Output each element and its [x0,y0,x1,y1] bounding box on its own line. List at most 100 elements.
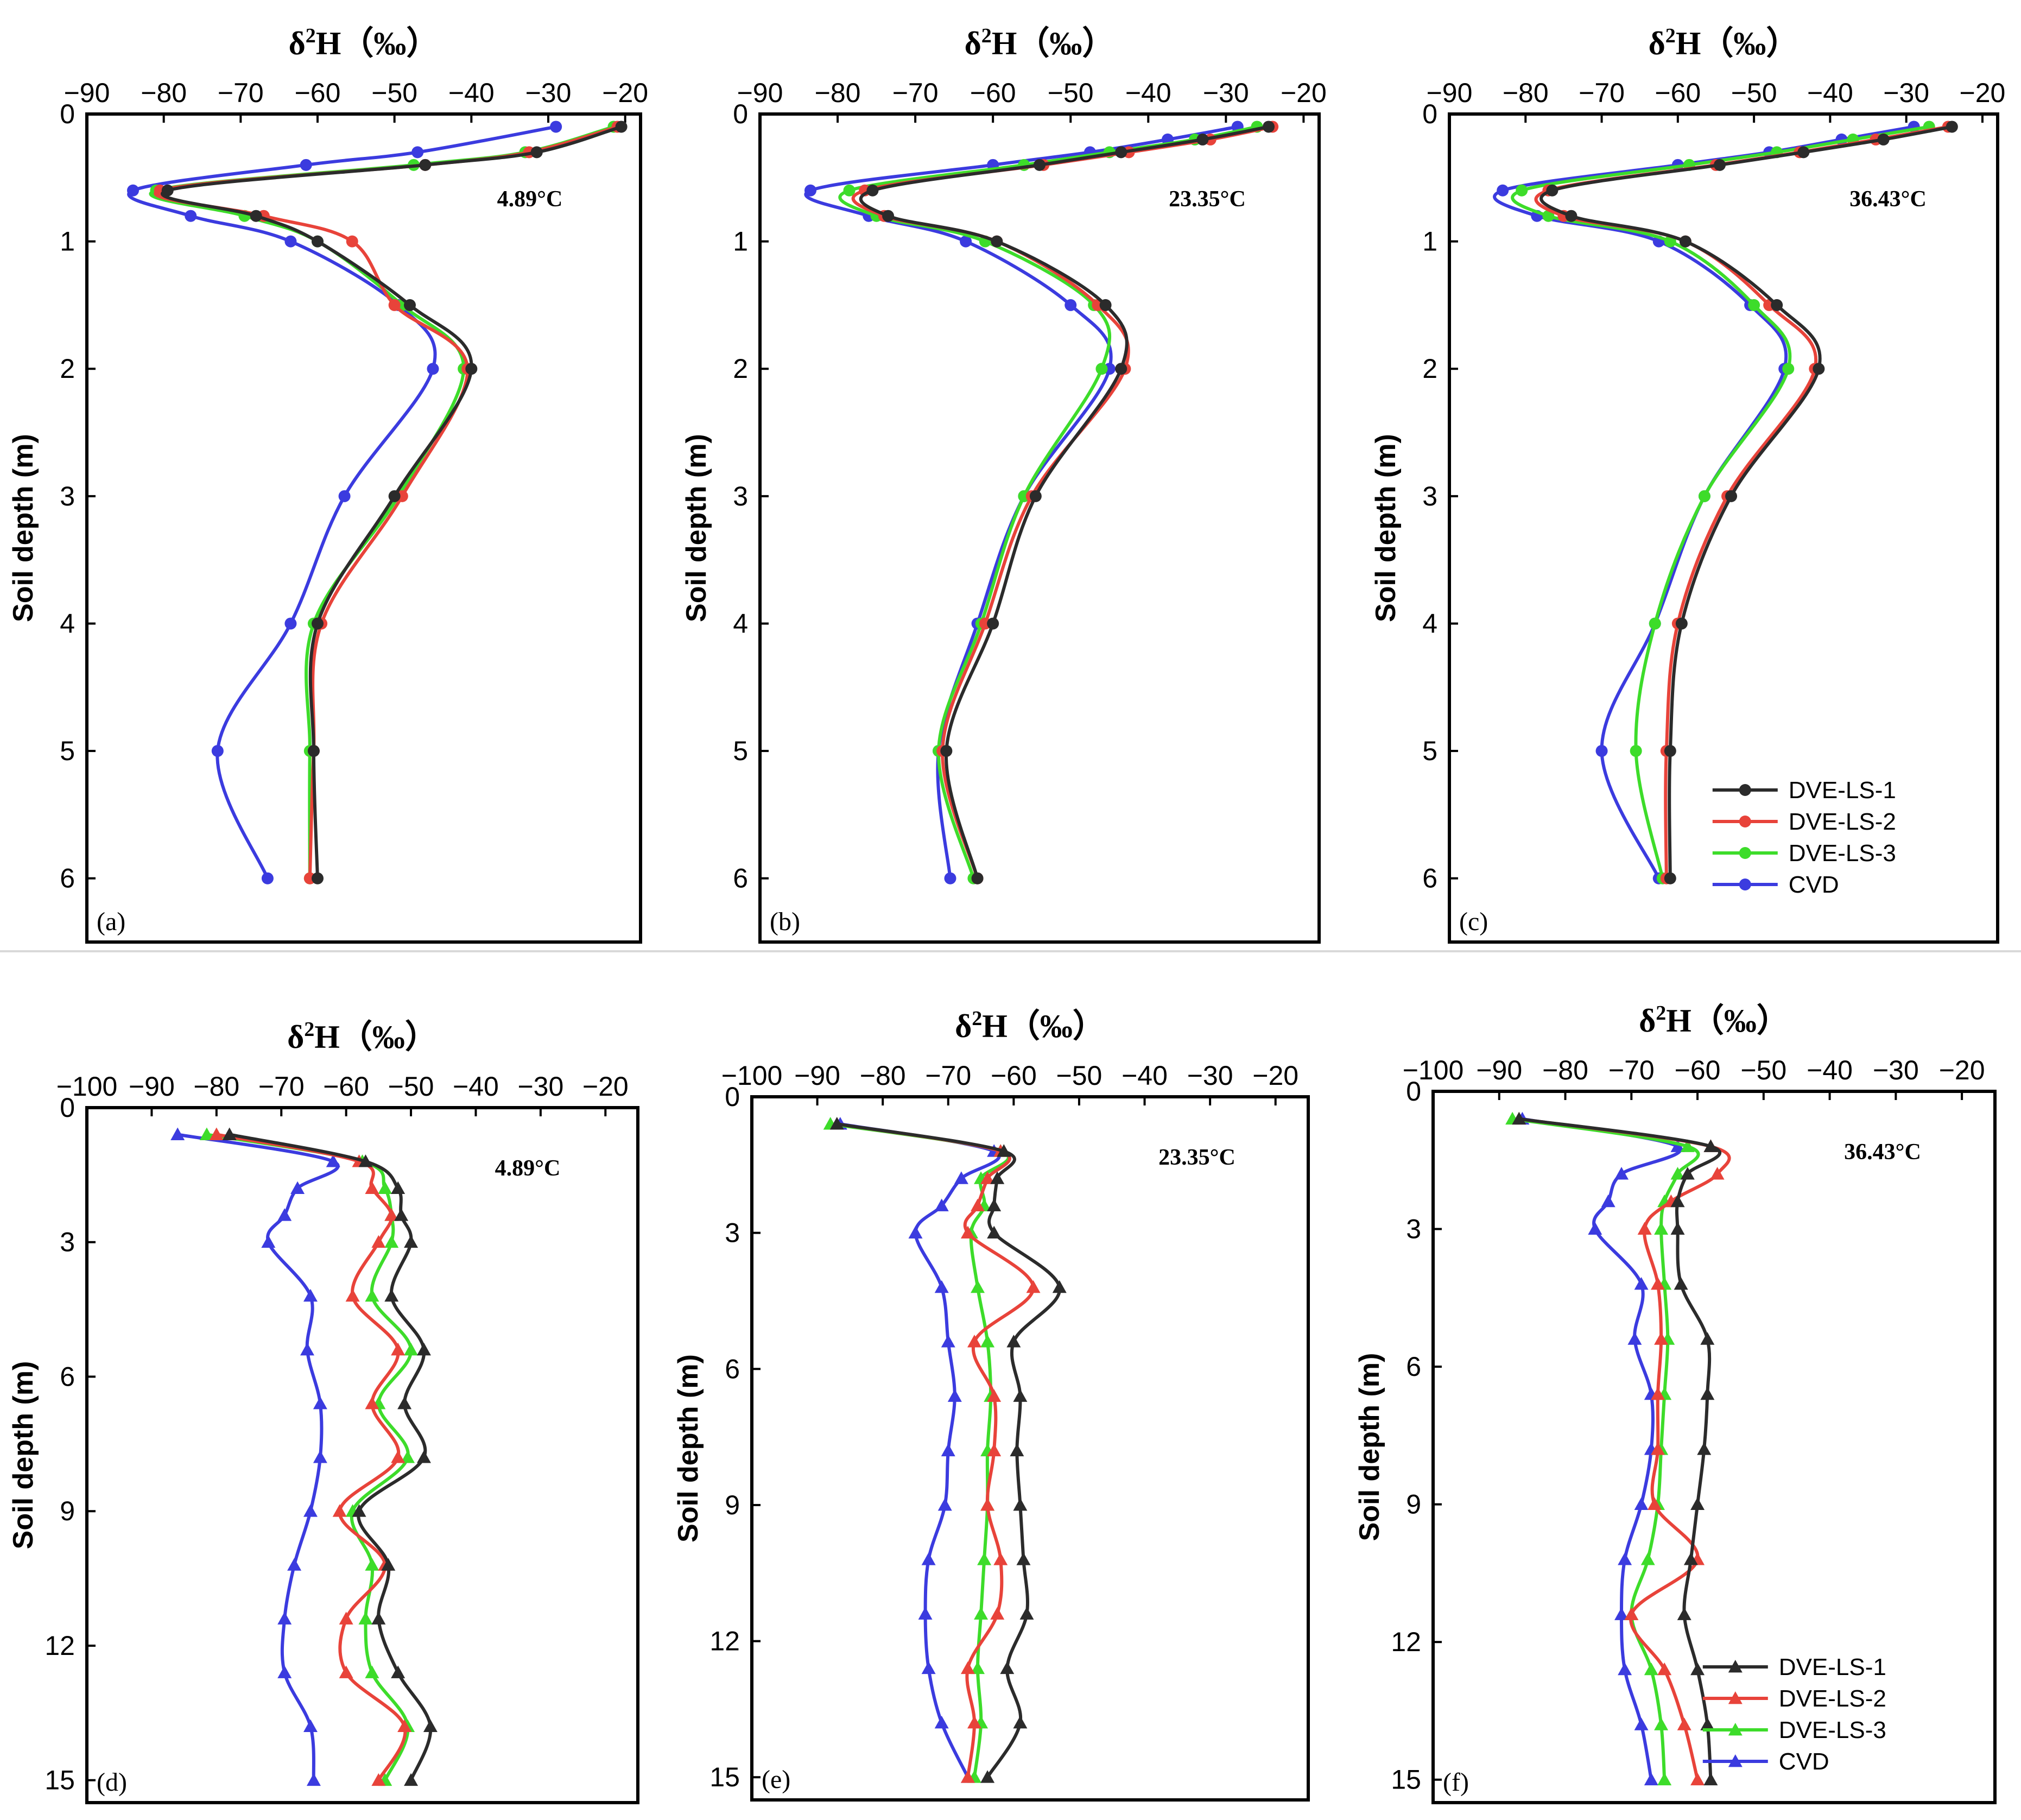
data-point [1618,1552,1632,1565]
data-point [960,1225,975,1239]
y-tick-label: 4 [1422,608,1437,639]
series-line [838,125,1258,879]
data-point [465,363,478,375]
data-point [934,1280,949,1293]
y-tick-label: 15 [709,1762,740,1792]
panel-f: −100 −90 −80 −70 −60 −50 −40 −30 −20 0 3 6 9 12 15 δ2H（… [1354,1002,1997,1804]
data-point [1674,1276,1688,1290]
panel-label: (c) [1459,907,1488,936]
data-point [941,1335,955,1348]
data-point [1614,1607,1629,1620]
data-point [1588,1222,1602,1235]
x-tick-label: −60 [295,78,341,108]
temperature-label: 4.89°C [497,187,563,212]
series-line [840,1122,1001,1778]
x-axis-title: δ2H（‰） [1639,1002,1789,1039]
panel-a: −90 −80 −70 −60 −50 −40 −30 −20 0 1 2 3 4 5 6 δ2H（‰） Soi… [8,24,648,944]
data-point [1263,121,1275,133]
y-axis-title: Soil depth (m) [8,434,39,622]
series-dve-ls-2 [1512,1111,1731,1786]
data-point [303,1719,318,1733]
data-point [843,184,856,197]
data-point [1644,1772,1658,1786]
series-line [851,125,1273,879]
legend-entry: DVE-LS-2 [1789,808,1896,835]
data-point [974,1607,989,1620]
legend: DVE-LS-1 DVE-LS-2 DVE-LS-3 CVD [1712,777,1896,898]
legend-entry: DVE-LS-1 [1779,1654,1886,1680]
legend-entry: DVE-LS-2 [1779,1685,1886,1712]
x-tick-label: −50 [371,78,417,108]
panel-label: (b) [770,907,800,936]
data-point [378,1181,392,1195]
x-tick-label: −20 [582,1071,629,1102]
y-tick-label: 9 [60,1496,75,1526]
x-tick-label: −60 [970,78,1016,108]
data-point [971,1661,985,1674]
y-tick-label: 4 [60,608,75,639]
data-point [1813,363,1825,375]
data-point [423,1719,438,1733]
y-tick-label: 9 [1406,1489,1421,1520]
data-point [1771,299,1783,311]
panel-e: −100 −90 −80 −70 −60 −50 −40 −30 −20 0 3 6 9 12 15 δ2H（… [673,1007,1310,1802]
data-point [1651,1442,1665,1455]
data-point [1065,299,1077,311]
data-point [1677,1607,1691,1620]
series-cvd [833,1117,1002,1783]
data-point [882,210,895,222]
data-point [1703,1772,1718,1786]
panel-label: (a) [97,907,125,936]
x-tick-label: −90 [1427,78,1473,108]
x-tick-label: −40 [1807,1055,1853,1085]
y-tick-label: 6 [60,1361,75,1392]
data-point [967,1715,981,1729]
data-point [1690,1772,1705,1786]
temperature-label: 36.43°C [1849,187,1927,212]
x-tick-label: −20 [1960,78,2006,108]
data-point [384,1288,399,1302]
x-tick-label: −80 [1503,78,1549,108]
y-tick-label: 6 [733,863,748,894]
x-tick-label: −100 [721,1060,783,1091]
x-tick-label: −70 [892,78,939,108]
data-point [312,235,324,248]
data-point [404,299,416,311]
x-tick-label: −50 [388,1071,434,1102]
x-axis-title: δ2H（‰） [1649,24,1799,61]
data-point [404,1773,419,1786]
data-point [1670,1167,1685,1180]
y-tick-label: 5 [60,736,75,766]
data-point [1542,210,1555,222]
data-point [1512,1111,1526,1125]
series-cvd [804,121,1244,884]
x-tick-label: −40 [1122,1060,1168,1091]
y-tick-label: 6 [1406,1351,1421,1382]
data-point [997,1144,1011,1157]
x-tick-label: −50 [1048,78,1094,108]
x-tick-label: −20 [1281,78,1327,108]
legend-marker [1728,1723,1743,1736]
data-point [980,1171,995,1184]
data-point [940,745,953,757]
x-tick-label: −40 [448,78,495,108]
x-tick-label: −20 [1939,1055,1985,1085]
data-point [313,1450,327,1463]
data-point [1703,1139,1718,1152]
data-point [1651,1387,1665,1400]
x-tick-label: −60 [323,1071,369,1102]
series-dve-ls-3 [199,1127,419,1786]
series-line [804,125,1238,879]
data-point [290,1181,305,1195]
data-point [1000,1661,1015,1674]
data-point [277,1208,292,1221]
data-point [947,1389,962,1402]
x-tick-label: −70 [1579,78,1625,108]
data-point [338,490,351,502]
data-point [397,1396,412,1410]
data-point [1647,1497,1662,1511]
data-point [1700,1717,1715,1730]
data-point [921,1552,936,1565]
data-point [1497,184,1509,197]
data-point [993,1552,1008,1565]
